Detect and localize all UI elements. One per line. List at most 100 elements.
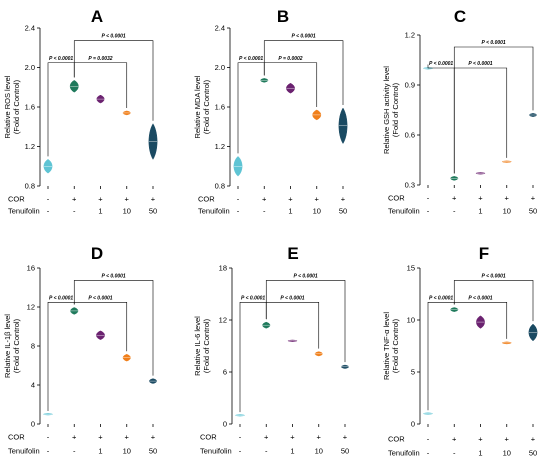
cor-cell: + bbox=[151, 195, 156, 204]
p-value-label: P < 0.0001 bbox=[239, 56, 263, 62]
y-tick-label: 0.9 bbox=[405, 81, 415, 90]
p-value-label: P < 0.0001 bbox=[102, 273, 126, 279]
panel-B: B 0.8 1.2 1.6 2.0 2.4 Relative MDA level(Fold … bbox=[193, 7, 348, 216]
significance-bracket bbox=[73, 40, 154, 121]
cor-cell: + bbox=[478, 194, 483, 203]
cor-cell: + bbox=[262, 195, 267, 204]
cor-cell: - bbox=[237, 195, 240, 204]
tenuifolin-cell: 1 bbox=[98, 447, 102, 456]
significance-bracket bbox=[263, 40, 344, 105]
cor-cell: + bbox=[72, 433, 77, 442]
tenuifolin-cell: - bbox=[265, 447, 268, 456]
y-tick-label: 6 bbox=[223, 368, 227, 377]
cor-cell: - bbox=[427, 435, 430, 444]
tenuifolin-row-label: Tenuifolin bbox=[8, 447, 40, 456]
tenuifolin-cell: 50 bbox=[341, 447, 349, 456]
tenuifolin-cell: 50 bbox=[149, 207, 157, 216]
panel-C: C 0.3 0.6 0.9 1.2 Relative GSH activity level… bbox=[382, 7, 537, 216]
significance-bracket bbox=[47, 62, 75, 157]
panel-A: A 0.8 1.2 1.6 2.0 2.4 Relative ROS level(Fold … bbox=[3, 7, 158, 216]
significance-bracket bbox=[239, 302, 267, 413]
cor-cell: + bbox=[151, 433, 156, 442]
cor-cell: + bbox=[125, 195, 130, 204]
tenuifolin-cell: - bbox=[427, 449, 430, 458]
y-axis-label: Relative IL-1β level(Fold of Control) bbox=[3, 314, 21, 378]
tenuifolin-cell: 50 bbox=[529, 449, 537, 458]
y-tick-label: 0.6 bbox=[405, 131, 415, 140]
cor-cell: + bbox=[478, 435, 483, 444]
cor-cell: + bbox=[290, 433, 295, 442]
y-tick-label: 15 bbox=[407, 264, 415, 273]
significance-bracket bbox=[453, 280, 534, 322]
p-value-label: P < 0.0001 bbox=[468, 61, 492, 67]
tenuifolin-cell: - bbox=[237, 207, 240, 216]
panel-letter: F bbox=[479, 244, 489, 263]
p-value-label: P < 0.0001 bbox=[429, 295, 453, 301]
cor-cell: + bbox=[315, 195, 320, 204]
p-value-label: P < 0.0001 bbox=[482, 273, 506, 279]
p-value-label: P < 0.0001 bbox=[88, 295, 112, 301]
cor-cell: + bbox=[288, 195, 293, 204]
tenuifolin-cell: 50 bbox=[529, 207, 537, 216]
y-axis-label: Relative MDA level(Fold of Control) bbox=[193, 75, 211, 138]
cor-row-label: COR bbox=[8, 433, 25, 442]
tenuifolin-cell: 50 bbox=[149, 447, 157, 456]
cor-cell: + bbox=[341, 195, 346, 204]
y-tick-label: 2.4 bbox=[25, 24, 35, 33]
panel-E: E 0 6 12 18 Relative IL-6 level(Fold of Contr… bbox=[193, 244, 349, 456]
tenuifolin-cell: 10 bbox=[503, 207, 511, 216]
tenuifolin-row-label: Tenuifolin bbox=[8, 207, 40, 216]
significance-bracket bbox=[427, 64, 455, 174]
p-value-label: P < 0.0001 bbox=[49, 295, 73, 301]
tenuifolin-cell: - bbox=[427, 207, 430, 216]
y-axis-label: Relative IL-6 level(Fold of Control) bbox=[193, 316, 211, 376]
y-tick-label: 0 bbox=[223, 420, 227, 429]
tenuifolin-cell: - bbox=[73, 447, 76, 456]
y-tick-label: 0 bbox=[31, 420, 35, 429]
cor-cell: - bbox=[47, 195, 50, 204]
p-value-label: P < 0.0001 bbox=[49, 56, 73, 62]
p-value-label: P < 0.0001 bbox=[292, 34, 316, 40]
cor-cell: + bbox=[531, 194, 536, 203]
cor-cell: + bbox=[505, 194, 510, 203]
tenuifolin-cell: 1 bbox=[98, 207, 102, 216]
tenuifolin-cell: 1 bbox=[478, 207, 482, 216]
panel-D: D 0 4 8 12 16 Relative IL-1β level(Fold of Con… bbox=[3, 244, 157, 456]
cor-cell: + bbox=[343, 433, 348, 442]
y-tick-label: 8 bbox=[31, 342, 35, 351]
p-value-label: P < 0.0001 bbox=[294, 273, 318, 279]
tenuifolin-cell: - bbox=[453, 449, 456, 458]
tenuifolin-cell: - bbox=[47, 207, 50, 216]
y-tick-label: 0.8 bbox=[215, 182, 225, 191]
cor-cell: + bbox=[452, 194, 457, 203]
y-tick-label: 2.0 bbox=[25, 63, 35, 72]
cor-row-label: COR bbox=[388, 435, 405, 444]
tenuifolin-row-label: Tenuifolin bbox=[388, 449, 420, 458]
tenuifolin-cell: 10 bbox=[123, 207, 131, 216]
p-value-label: P < 0.0001 bbox=[280, 295, 304, 301]
significance-bracket bbox=[453, 67, 508, 174]
y-tick-label: 1.2 bbox=[215, 142, 225, 151]
tenuifolin-cell: - bbox=[263, 207, 266, 216]
cor-cell: - bbox=[427, 194, 430, 203]
tenuifolin-cell: 1 bbox=[478, 449, 482, 458]
y-tick-label: 1.6 bbox=[215, 103, 225, 112]
tenuifolin-cell: - bbox=[239, 447, 242, 456]
cor-row-label: COR bbox=[200, 433, 217, 442]
cor-cell: + bbox=[452, 435, 457, 444]
significance-bracket bbox=[47, 302, 75, 411]
y-tick-label: 0.8 bbox=[25, 182, 35, 191]
y-axis-label: Relative ROS level(Fold of Control) bbox=[3, 75, 21, 138]
cor-row-label: COR bbox=[8, 195, 25, 204]
y-tick-label: 16 bbox=[27, 264, 35, 273]
y-tick-label: 5 bbox=[411, 368, 415, 377]
cor-cell: + bbox=[505, 435, 510, 444]
y-tick-label: 2.4 bbox=[215, 24, 225, 33]
significance-bracket bbox=[453, 46, 534, 174]
significance-bracket bbox=[427, 302, 455, 411]
tenuifolin-cell: 10 bbox=[313, 207, 321, 216]
p-value-label: P = 0.0002 bbox=[278, 56, 302, 62]
panel-letter: B bbox=[277, 7, 289, 26]
cor-row-label: COR bbox=[198, 195, 215, 204]
